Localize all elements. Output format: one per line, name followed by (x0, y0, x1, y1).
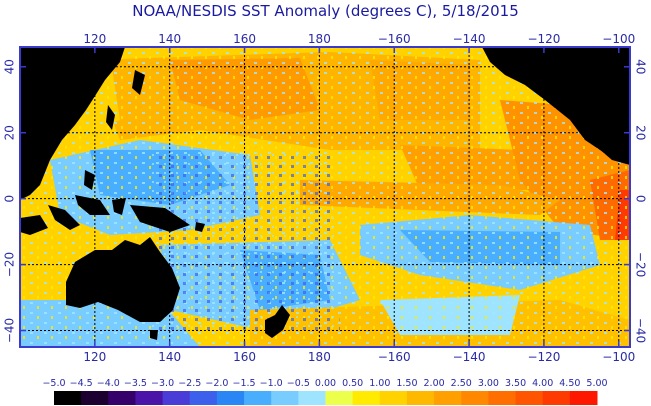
x-tick-label-top: 120 (83, 32, 106, 46)
x-tick-label-top: −120 (527, 32, 560, 46)
sst-field (20, 47, 630, 347)
colorbar-swatch (108, 391, 136, 405)
x-tick-label-top: 180 (308, 32, 331, 46)
x-tick-label-bottom: 120 (83, 350, 106, 364)
colorbar-label: 1.00 (369, 378, 390, 389)
x-tick-label-top: 140 (158, 32, 181, 46)
y-tick-label-left: 20 (3, 125, 17, 140)
x-tick-label-bottom: −120 (527, 350, 560, 364)
colorbar-label: −5.0 (42, 378, 65, 389)
colorbar-swatch (244, 391, 272, 405)
colorbar-label: −3.5 (124, 378, 147, 389)
y-tick-label-left: 0 (3, 195, 17, 203)
x-tick-label-bottom: 180 (308, 350, 331, 364)
colorbar-label: −0.5 (287, 378, 310, 389)
colorbar-swatch (406, 391, 435, 405)
colorbar-label: −2.0 (205, 378, 228, 389)
axis-labels: 120 120 140 140 160 160 180 180 −160 −160 −140 −140… (3, 32, 648, 364)
x-tick-label-bottom: −140 (453, 350, 486, 364)
colorbar-swatch (298, 391, 326, 405)
x-tick-label-top: −160 (378, 32, 411, 46)
colorbar-label: 5.00 (586, 378, 607, 389)
colorbar-label: 1.50 (396, 378, 417, 389)
y-tick-label-left: −40 (3, 318, 17, 343)
map-title: NOAA/NESDIS SST Anomaly (degrees C), 5/1… (132, 2, 519, 20)
x-tick-label-bottom: 160 (233, 350, 256, 364)
colorbar-label: 3.50 (505, 378, 526, 389)
y-tick-label-right: −20 (634, 252, 648, 277)
colorbar-swatch (162, 391, 191, 405)
colorbar-swatch (81, 391, 109, 405)
colorbar-label: −3.0 (151, 378, 174, 389)
y-tick-label-right: 0 (634, 195, 648, 203)
x-tick-label-top: −100 (602, 32, 635, 46)
axis-ticks (20, 47, 630, 347)
graticule (20, 47, 630, 347)
colorbar-swatch (271, 391, 299, 405)
y-tick-label-right: 20 (634, 125, 648, 140)
colorbar-swatch (352, 391, 381, 405)
colorbar-swatch (434, 391, 462, 405)
colorbar-swatch (542, 391, 571, 405)
colorbar-label: −1.0 (260, 378, 283, 389)
colorbar-swatch (569, 391, 598, 405)
y-tick-label-left: 40 (3, 59, 17, 74)
colorbar-swatch (189, 391, 218, 405)
colorbar-swatch (325, 391, 354, 405)
x-tick-label-bottom: 140 (158, 350, 181, 364)
x-tick-label-bottom: −160 (378, 350, 411, 364)
colorbar-label: 0.00 (315, 378, 336, 389)
y-tick-label-right: −40 (634, 318, 648, 343)
x-tick-label-top: 160 (233, 32, 256, 46)
colorbar-label: −1.5 (233, 378, 256, 389)
map-frame (19, 46, 631, 348)
x-tick-label-top: −140 (453, 32, 486, 46)
colorbar-swatch (515, 391, 544, 405)
colorbar-label: 2.50 (451, 378, 472, 389)
colorbar-swatch (135, 391, 164, 405)
x-tick-label-bottom: −100 (602, 350, 635, 364)
colorbar-label: −2.5 (178, 378, 201, 389)
colorbar-label: −4.5 (70, 378, 93, 389)
colorbar-label: 3.00 (478, 378, 499, 389)
colorbar: −5.0 −4.5 −4.0 −3.5 −3.0 −2.5 −2.0 −1.5 −1.0 −0.5… (42, 378, 608, 405)
colorbar-swatch (216, 391, 245, 405)
colorbar-label: 0.50 (342, 378, 363, 389)
y-tick-label-right: 40 (634, 59, 648, 74)
colorbar-swatch (488, 391, 517, 405)
y-tick-label-left: −20 (3, 252, 17, 277)
colorbar-swatch (379, 391, 408, 405)
colorbar-label: 4.50 (559, 378, 580, 389)
colorbar-swatch (54, 391, 82, 405)
colorbar-label: 4.00 (532, 378, 553, 389)
colorbar-label: −4.0 (97, 378, 120, 389)
colorbar-label: 2.00 (424, 378, 445, 389)
colorbar-swatch (461, 391, 489, 405)
